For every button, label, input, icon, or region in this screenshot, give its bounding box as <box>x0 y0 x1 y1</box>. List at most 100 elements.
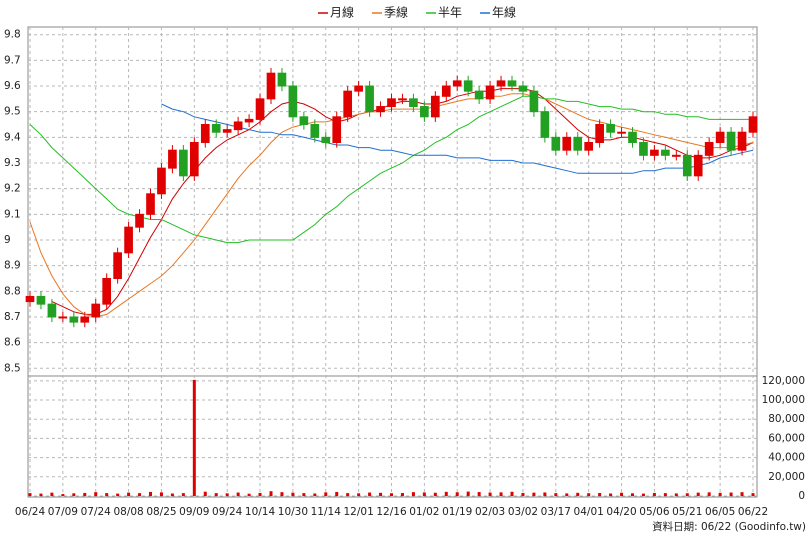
volume-bar <box>510 491 514 496</box>
volume-bar <box>335 491 339 496</box>
candle-body <box>189 141 199 177</box>
volume-bar <box>609 493 613 496</box>
candle-body <box>310 124 320 138</box>
x-tick-label: 05/06 <box>639 506 670 518</box>
candle-body <box>737 131 747 151</box>
volume-bar <box>543 492 547 496</box>
candle-body <box>420 106 429 118</box>
volume-bar <box>225 493 229 496</box>
volume-bar <box>280 492 284 496</box>
candle-body <box>693 154 703 177</box>
volume-bar <box>379 492 383 496</box>
legend-label: 月線 <box>330 5 354 20</box>
candle-body <box>69 316 79 323</box>
x-tick-label: 07/09 <box>48 506 78 518</box>
candle-body <box>671 154 681 157</box>
candle-body <box>726 131 736 151</box>
volume-bar <box>105 493 109 496</box>
candle-body <box>661 149 670 156</box>
volume-bar <box>357 493 361 496</box>
volume-bar <box>707 492 711 496</box>
candle-body <box>715 131 725 143</box>
volume-bar <box>61 494 65 496</box>
candle-body <box>277 72 287 87</box>
volume-bar <box>444 491 448 496</box>
candle-body <box>58 316 68 319</box>
candle-body <box>200 124 210 143</box>
volume-bar <box>72 493 76 496</box>
volume-bar <box>346 493 350 496</box>
volume-bar <box>674 493 678 496</box>
candle-body <box>628 131 637 143</box>
candle-body <box>639 141 648 156</box>
volume-bar <box>302 493 306 496</box>
y2-tick-label: 100,000 <box>762 394 805 406</box>
candle-body <box>398 98 407 101</box>
x-tick-label: 07/24 <box>81 506 112 518</box>
volume-bar <box>696 492 700 496</box>
volume-bar <box>499 492 503 496</box>
volume-bar <box>291 492 295 496</box>
y-tick-label: 9.8 <box>4 29 21 41</box>
x-tick-label: 10/14 <box>245 506 276 518</box>
volume-bar <box>181 493 185 496</box>
y-tick-label: 9.4 <box>4 131 21 143</box>
legend-label: 年線 <box>492 5 516 20</box>
x-tick-label: 04/20 <box>606 506 636 518</box>
candle-body <box>299 116 309 126</box>
volume-bar <box>663 493 667 496</box>
candle-body <box>704 141 714 156</box>
volume-bar <box>488 492 492 496</box>
candle-body <box>474 90 484 100</box>
candle-body <box>584 141 594 151</box>
x-tick-label: 05/21 <box>672 506 702 518</box>
candle-body <box>617 131 626 134</box>
volume-bar <box>368 492 372 496</box>
candle-body <box>595 124 604 143</box>
volume-bar <box>159 492 163 496</box>
candle-body <box>540 111 550 138</box>
volume-bar <box>532 492 536 496</box>
candle-body <box>343 90 353 118</box>
candle-body <box>157 167 166 195</box>
volume-bar <box>390 493 393 496</box>
volume-bar <box>400 493 404 496</box>
candle-body <box>91 303 101 318</box>
volume-bar <box>203 491 207 496</box>
volume-bar <box>236 492 240 496</box>
y-tick-label: 9.2 <box>4 183 21 195</box>
volume-bar <box>170 493 174 496</box>
volume-bar <box>269 491 273 496</box>
candle-body <box>551 136 561 151</box>
y-tick-label: 9.6 <box>4 80 21 92</box>
volume-bar <box>554 493 558 496</box>
y-tick-label: 8.9 <box>4 260 21 272</box>
candle-body <box>748 116 758 133</box>
volume-bar <box>718 492 722 496</box>
ma-line <box>161 103 754 174</box>
y2-tick-label: 80,000 <box>768 413 805 425</box>
volume-bar <box>94 492 98 496</box>
candle-body <box>518 85 528 92</box>
candle-body <box>485 85 495 100</box>
y-tick-label: 8.7 <box>4 311 21 323</box>
candle-body <box>354 85 363 92</box>
x-tick-label: 08/08 <box>113 506 143 518</box>
volume-bar <box>565 493 569 496</box>
candle-body <box>233 121 243 131</box>
volume-bar <box>324 492 328 496</box>
volume-bar <box>50 492 54 496</box>
x-tick-label: 11/14 <box>311 506 342 518</box>
y-tick-label: 9 <box>4 234 11 246</box>
volume-bar <box>466 491 470 496</box>
volume-bar <box>258 492 262 496</box>
x-tick-label: 04/01 <box>574 506 604 518</box>
volume-bar <box>587 493 591 496</box>
x-tick-label: 12/16 <box>376 506 407 518</box>
volume-bar <box>214 493 218 496</box>
volume-bar <box>247 493 251 496</box>
y-tick-label: 8.5 <box>4 362 21 374</box>
volume-bar <box>477 492 481 496</box>
legend-label: 季線 <box>384 5 408 20</box>
candle-body <box>529 90 539 113</box>
